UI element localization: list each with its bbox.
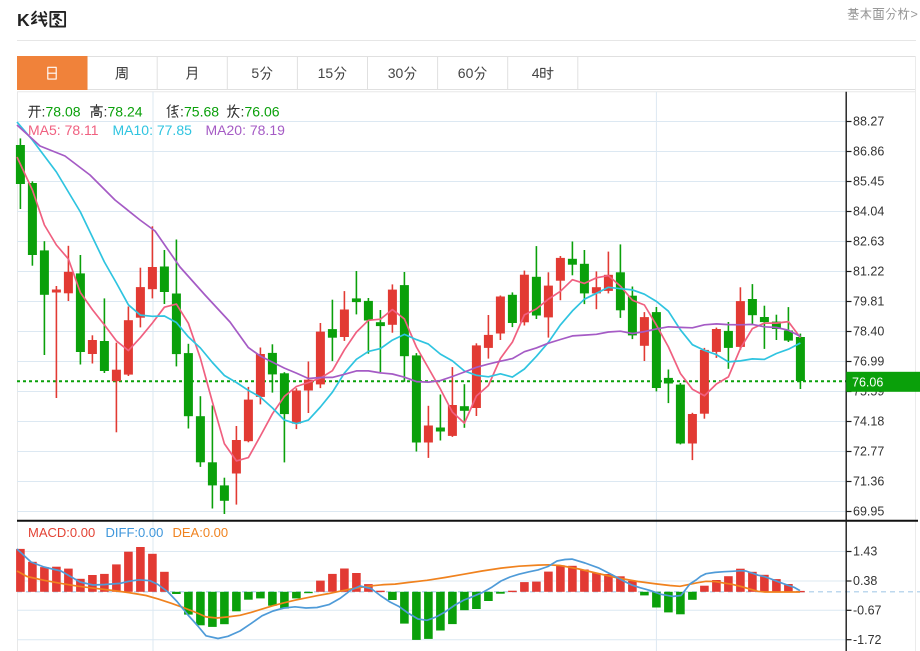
svg-text:MA5: 78.11: MA5: 78.11 bbox=[28, 122, 99, 138]
svg-text:1.43: 1.43 bbox=[853, 545, 877, 559]
svg-text:78.40: 78.40 bbox=[853, 325, 884, 339]
svg-text:60: 60 bbox=[458, 65, 474, 81]
svg-text:81.22: 81.22 bbox=[853, 265, 884, 279]
svg-text:76.06: 76.06 bbox=[245, 104, 280, 120]
svg-text:>: > bbox=[911, 8, 918, 22]
svg-text:15: 15 bbox=[318, 65, 334, 81]
svg-text:72.77: 72.77 bbox=[853, 445, 884, 459]
svg-text:DEA:0.00: DEA:0.00 bbox=[173, 525, 229, 540]
svg-text::: : bbox=[180, 104, 184, 120]
svg-text:K: K bbox=[17, 10, 30, 30]
svg-text:DIFF:0.00: DIFF:0.00 bbox=[106, 525, 164, 540]
svg-text:85.45: 85.45 bbox=[853, 175, 884, 189]
svg-text:84.04: 84.04 bbox=[853, 205, 884, 219]
svg-text::: : bbox=[104, 104, 108, 120]
svg-text:76.06: 76.06 bbox=[852, 375, 883, 389]
svg-text::: : bbox=[42, 104, 46, 120]
svg-text:4: 4 bbox=[532, 65, 540, 81]
svg-text:76.99: 76.99 bbox=[853, 355, 884, 369]
svg-text:5: 5 bbox=[251, 65, 259, 81]
svg-text:-0.67: -0.67 bbox=[853, 604, 882, 618]
svg-text:75.68: 75.68 bbox=[184, 104, 219, 120]
svg-text:79.81: 79.81 bbox=[853, 295, 884, 309]
svg-text:0.38: 0.38 bbox=[853, 574, 877, 588]
svg-text:-1.72: -1.72 bbox=[853, 633, 882, 647]
svg-text:78.24: 78.24 bbox=[108, 104, 143, 120]
svg-text:69.95: 69.95 bbox=[853, 505, 884, 519]
svg-text:86.86: 86.86 bbox=[853, 145, 884, 159]
svg-text:30: 30 bbox=[388, 65, 404, 81]
svg-text:78.08: 78.08 bbox=[46, 104, 81, 120]
svg-text:88.27: 88.27 bbox=[853, 115, 884, 129]
svg-text:74.18: 74.18 bbox=[853, 415, 884, 429]
svg-text:MA20: 78.19: MA20: 78.19 bbox=[206, 122, 286, 138]
svg-text:82.63: 82.63 bbox=[853, 235, 884, 249]
svg-text:MA10: 77.85: MA10: 77.85 bbox=[113, 122, 193, 138]
svg-text::: : bbox=[241, 104, 245, 120]
svg-text:71.36: 71.36 bbox=[853, 475, 884, 489]
svg-text:MACD:0.00: MACD:0.00 bbox=[28, 525, 95, 540]
